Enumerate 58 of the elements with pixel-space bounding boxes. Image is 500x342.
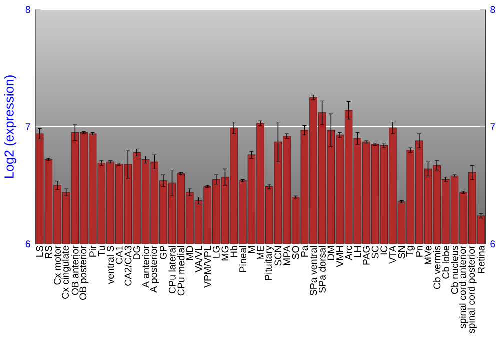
- x-tick-label: Pa: [301, 246, 308, 257]
- x-tick-label: ventral S: [106, 246, 114, 284]
- x-tick-label: VMH: [336, 246, 344, 268]
- x-tick-label: Cx cingulate: [62, 246, 71, 300]
- x-tick-label: Cx motor: [54, 246, 61, 285]
- x-tick-label: MG: [222, 246, 229, 261]
- x-tick-label: MPA: [284, 246, 290, 266]
- x-tick-label: Tg: [406, 246, 415, 257]
- x-tick-label: OB anterior: [72, 246, 79, 296]
- x-tick-label: LS: [36, 246, 44, 257]
- x-tick-label: GP: [160, 246, 167, 260]
- x-tick-label: VPM/VPL: [204, 246, 212, 288]
- y2-tick-label: 8: [490, 6, 496, 14]
- x-tick-label: CPu lateral: [168, 246, 176, 294]
- x-tick-label: Cb nucleus: [451, 246, 458, 294]
- y2-tick-label: 7: [490, 124, 496, 130]
- x-tick-label: DG: [134, 246, 140, 260]
- x-tick-label: spinal cord anterior: [459, 246, 468, 329]
- x-tick-label: M: [248, 246, 256, 254]
- x-tick-label: LH: [354, 246, 361, 258]
- x-tick-label: spinal cord posterior: [468, 246, 477, 334]
- x-tick-label: OB posterior: [79, 246, 89, 300]
- x-tick-label: ME: [257, 246, 264, 260]
- x-tick-label: Hb: [230, 246, 238, 258]
- y-tick-label: 6: [26, 240, 30, 248]
- x-tick-label: LG: [212, 246, 220, 258]
- x-tick-label: Cb lobe: [442, 246, 450, 279]
- x-tick-label: VA/VL: [195, 246, 202, 273]
- x-tick-label: IC: [380, 246, 388, 255]
- x-tick-label: Pineal: [239, 246, 246, 272]
- x-tick-label: VTA: [390, 246, 396, 264]
- y2-tick-label: 6: [490, 240, 496, 248]
- y-axis-title: Log2 (expression): [4, 76, 16, 178]
- x-tick-label: SO: [292, 246, 300, 260]
- x-tick-label: CA2/CA3: [124, 246, 132, 286]
- x-tick-label: SPa ventral: [310, 246, 318, 296]
- x-tick-label: SPa dorsal: [318, 246, 326, 294]
- x-tick-label: MD: [186, 246, 194, 260]
- y-tick-label: 7: [26, 124, 30, 130]
- x-tick-label: SCN: [274, 246, 282, 266]
- x-tick-label: Pn: [416, 246, 423, 257]
- x-tick-label: Cb vermis: [434, 246, 441, 290]
- x-tick-label: PAG: [363, 246, 370, 265]
- x-tick-label: SC: [372, 246, 379, 259]
- x-tick-label: CPu medial: [178, 246, 185, 296]
- x-tick-label: Tu: [98, 246, 106, 257]
- x-tick-label: A posterior: [150, 246, 160, 293]
- x-tick-label: Retina: [478, 246, 485, 274]
- x-tick-label: RS: [45, 246, 52, 259]
- x-tick-label: Pir: [89, 246, 96, 257]
- x-tick-label: Arc: [345, 246, 352, 260]
- x-tick-label: A anterior: [142, 246, 150, 288]
- x-tick-label: SN: [398, 246, 406, 259]
- y-tick-label: 8: [26, 6, 30, 14]
- x-tick-label: MVe: [424, 246, 432, 265]
- x-tick-label: CA1: [116, 246, 123, 264]
- x-tick-label: Pituitary: [264, 246, 274, 280]
- x-tick-label: DM: [328, 246, 335, 260]
